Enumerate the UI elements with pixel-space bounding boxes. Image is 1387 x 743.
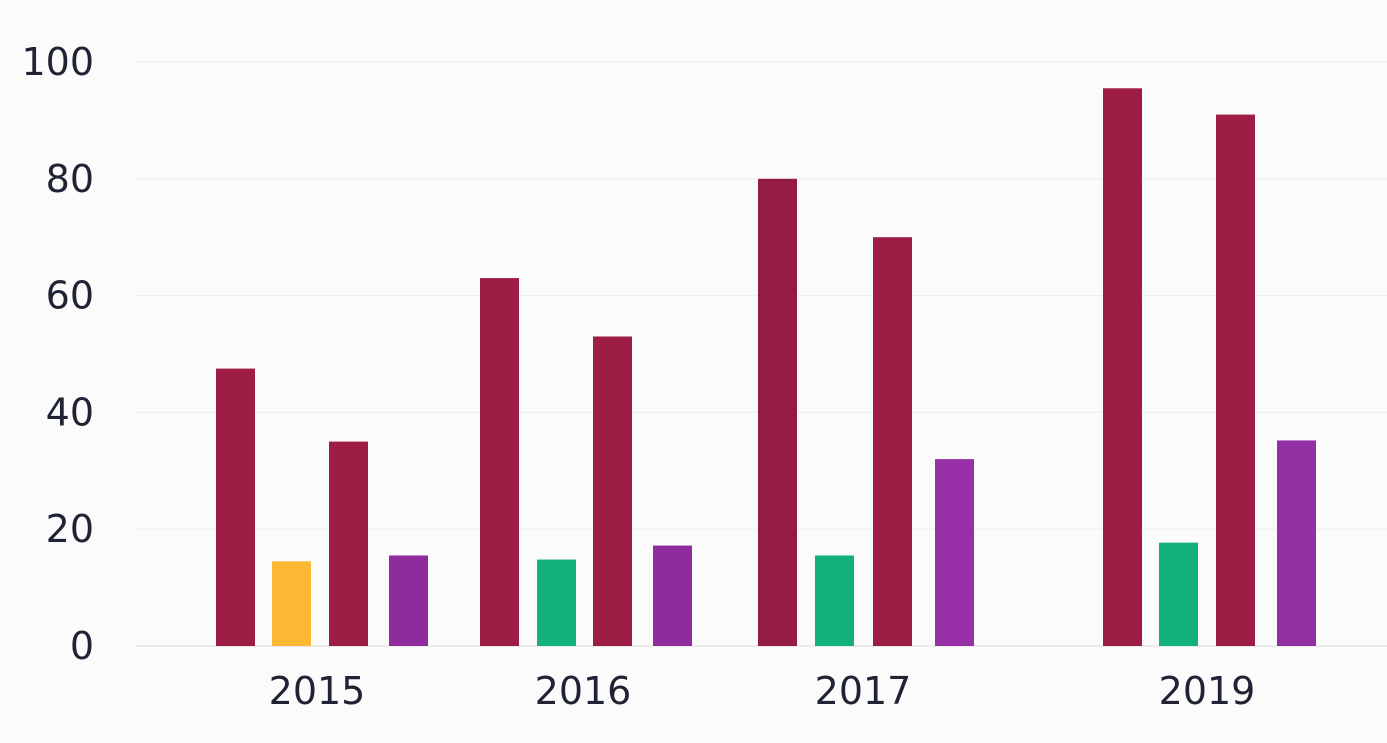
bar-2019-3 xyxy=(1216,114,1255,646)
y-tick-label: 60 xyxy=(46,274,94,318)
bar-2016-3 xyxy=(593,336,632,646)
x-category-label: 2015 xyxy=(269,669,366,713)
y-tick-label: 80 xyxy=(46,157,94,201)
bar-2019-4 xyxy=(1277,440,1316,646)
bar-2017-1 xyxy=(758,178,797,647)
x-axis-labels: 2015 2016 2017 2019 xyxy=(269,669,1256,713)
bar-2019-1 xyxy=(1103,88,1142,646)
y-tick-label: 100 xyxy=(21,40,94,84)
bar-2015-1 xyxy=(216,368,255,646)
x-category-label: 2017 xyxy=(815,669,912,713)
bar-2017-2 xyxy=(815,555,854,646)
y-axis-ticks: 0 20 40 60 80 100 xyxy=(21,40,94,668)
bar-2015-4 xyxy=(389,555,428,646)
bar-2016-4 xyxy=(653,545,692,646)
bar-2019-2 xyxy=(1159,542,1198,646)
bar-2016-2 xyxy=(537,559,576,646)
y-tick-label: 20 xyxy=(46,507,94,551)
bar-2015-3 xyxy=(329,441,368,646)
bar-2015-2 xyxy=(272,561,311,646)
bars xyxy=(216,88,1316,647)
bar-2017-3 xyxy=(873,237,912,646)
bar-2016-1 xyxy=(480,278,519,646)
y-tick-label: 40 xyxy=(46,390,94,434)
y-tick-label: 0 xyxy=(70,624,94,668)
x-category-label: 2016 xyxy=(535,669,632,713)
x-category-label: 2019 xyxy=(1159,669,1256,713)
bar-2017-4 xyxy=(935,459,974,646)
